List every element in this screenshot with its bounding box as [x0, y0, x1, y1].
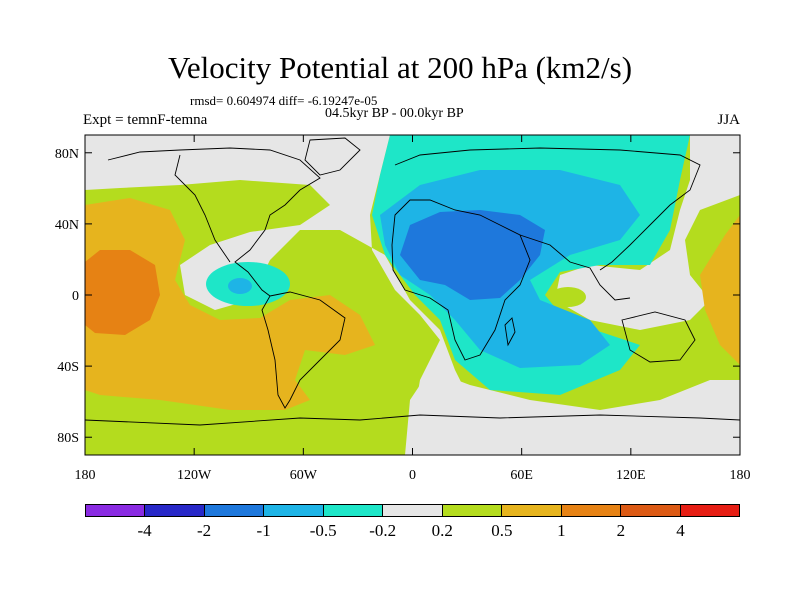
coast-madagascar	[504, 317, 516, 347]
y-tick-label: 0	[72, 289, 79, 304]
y-tick-label: 80S	[57, 431, 79, 446]
coast-australia	[621, 311, 696, 363]
colorbar-label: 2	[616, 521, 626, 540]
coast-eurasia-africa	[391, 147, 701, 361]
colorbar-label: 1	[557, 521, 566, 540]
colorbar-label: -1	[256, 521, 271, 540]
colorbar-swatch	[383, 505, 443, 516]
coast-south-america	[261, 291, 346, 409]
field-green-indian	[550, 287, 586, 307]
field-deep-blue-core	[400, 210, 545, 300]
colorbar-label: -2	[196, 521, 212, 540]
map-title: Velocity Potential at 200 hPa (km2/s)	[167, 50, 633, 85]
coast-north-america	[107, 147, 321, 297]
colorbar-swatch	[680, 505, 739, 516]
x-tick-label: 0	[409, 468, 416, 483]
x-tick-label: 120W	[177, 468, 212, 483]
colorbar-swatch	[204, 505, 265, 516]
coast-antarctica	[85, 414, 740, 426]
y-tick-label: 40S	[57, 360, 79, 375]
colorbar-swatch	[145, 505, 205, 516]
field-gray-south	[405, 370, 740, 455]
colorbar-swatch	[264, 505, 324, 516]
field-orange-east-edge	[700, 215, 740, 365]
y-tick-label: 80N	[55, 147, 79, 162]
colorbar-label: -0.5	[309, 521, 337, 540]
x-tick-label: 180	[730, 468, 751, 483]
experiment-label: Expt = temnF-temna	[83, 112, 208, 128]
coast-greenland	[304, 137, 361, 176]
field-blue-america	[228, 278, 252, 294]
colorbar-swatch	[502, 505, 562, 516]
coastlines	[85, 137, 740, 426]
field-gray-east	[555, 135, 740, 330]
x-tick-label: 180	[75, 468, 96, 483]
stats-text: rmsd= 0.604974 diff= -6.19247e-05	[190, 93, 378, 108]
period-label: 04.5kyr BP - 00.0kyr BP	[325, 106, 464, 121]
colorbar-label: -4	[137, 521, 152, 540]
y-tick-label: 40N	[55, 218, 79, 233]
colorbar-swatch	[621, 505, 681, 516]
field-dark-orange-pacific	[85, 250, 160, 335]
x-tick-label: 120E	[616, 468, 646, 483]
axis-ticks: 180 120W 60W 0 60E 120E 180 80N 40N 0 40S 80S	[55, 135, 751, 483]
coast-asia-south	[519, 234, 631, 301]
field-orange-pacific	[85, 198, 375, 410]
colorbar-swatch	[442, 505, 503, 516]
field-shading	[85, 135, 740, 455]
x-tick-label: 60E	[510, 468, 533, 483]
colorbar-label: 4	[676, 521, 685, 540]
colorbar-swatch	[86, 505, 146, 516]
season-label: JJA	[717, 112, 740, 128]
colorbar-label: 0.5	[491, 521, 513, 540]
x-tick-label: 60W	[290, 468, 318, 483]
colorbar	[85, 504, 740, 517]
colorbar-swatch	[561, 505, 622, 516]
colorbar-swatch	[323, 505, 384, 516]
colorbar-label: 0.2	[431, 521, 453, 540]
colorbar-label: -0.2	[369, 521, 397, 540]
